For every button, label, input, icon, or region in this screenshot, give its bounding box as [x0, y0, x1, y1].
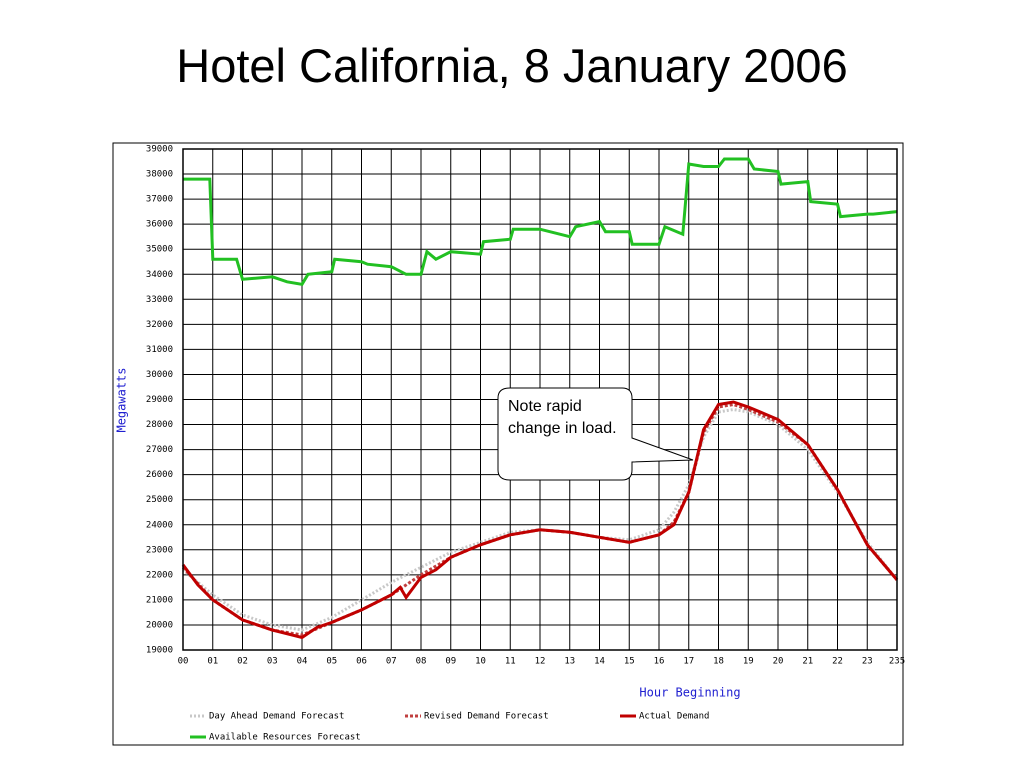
y-tick-label: 20000 — [146, 620, 173, 630]
y-tick-label: 29000 — [146, 395, 173, 405]
y-tick-label: 35000 — [146, 245, 173, 255]
x-tick-label: 09 — [445, 657, 456, 667]
x-tick-label: 00 — [178, 657, 189, 667]
annotation: Note rapid change in load. — [508, 398, 617, 437]
x-tick-label: 11 — [505, 657, 516, 667]
legend-label: Actual Demand — [639, 712, 709, 722]
y-tick-label: 28000 — [146, 420, 173, 430]
x-tick-label: 21 — [802, 657, 813, 667]
legend-label: Revised Demand Forecast — [424, 712, 549, 722]
y-tick-label: 24000 — [146, 520, 173, 530]
x-tick-label: 16 — [654, 657, 665, 667]
y-tick-label: 39000 — [146, 145, 173, 155]
y-tick-label: 23000 — [146, 545, 173, 555]
x-tick-label: 05 — [326, 657, 337, 667]
plot-lines — [181, 157, 899, 640]
plot-border — [182, 148, 898, 651]
x-tick-label: 15 — [624, 657, 635, 667]
y-tick-label: 32000 — [146, 320, 173, 330]
x-tick-label: 18 — [713, 657, 724, 667]
y-tick-label: 37000 — [146, 195, 173, 205]
y-tick-label: 26000 — [146, 470, 173, 480]
x-tick-label: 08 — [416, 657, 427, 667]
x-tick-label: 10 — [475, 657, 486, 667]
x-tick-label: 12 — [535, 657, 546, 667]
x-tick-label: 02 — [237, 657, 248, 667]
y-tick-label: 34000 — [146, 270, 173, 280]
legend-label: Day Ahead Demand Forecast — [209, 712, 344, 722]
y-tick-label: 38000 — [146, 170, 173, 180]
x-tick-label: 04 — [297, 657, 308, 667]
x-tick-label: 01 — [207, 657, 218, 667]
y-tick-label: 36000 — [146, 220, 173, 230]
x-tick-label: 13 — [564, 657, 575, 667]
y-tick-label: 21000 — [146, 595, 173, 605]
callout-box — [497, 387, 694, 481]
x-tick-label: 14 — [594, 657, 605, 667]
y-tick-label: 31000 — [146, 345, 173, 355]
x-tick-label: 19 — [743, 657, 754, 667]
y-tick-label: 22000 — [146, 570, 173, 580]
x-tick-label: 17 — [683, 657, 694, 667]
grid: 19000 20000 21000 22000 23000 24000 25000 26000… — [146, 145, 905, 667]
series-line — [183, 157, 898, 286]
legend: Day Ahead Demand Forecast Revised Demand … — [190, 712, 709, 743]
y-tick-label: 27000 — [146, 445, 173, 455]
legend-label: Available Resources Forecast — [209, 733, 361, 743]
y-tick-label: 33000 — [146, 295, 173, 305]
y-axis-label: Megawatts — [115, 367, 129, 432]
series-line — [181, 400, 899, 640]
x-tick-label: 20 — [773, 657, 784, 667]
slide-title: Hotel California, 8 January 2006 — [176, 39, 848, 92]
x-tick-label: 07 — [386, 657, 397, 667]
x-tick-label: 22 — [832, 657, 843, 667]
x-tick-label: 23 — [862, 657, 873, 667]
y-tick-label: 30000 — [146, 370, 173, 380]
y-tick-label: 19000 — [146, 646, 173, 656]
x-tick-label: 03 — [267, 657, 278, 667]
y-tick-label: 25000 — [146, 495, 173, 505]
x-tick-label: 235 — [889, 657, 905, 667]
x-axis-label: Hour Beginning — [639, 686, 740, 700]
x-tick-label: 06 — [356, 657, 367, 667]
